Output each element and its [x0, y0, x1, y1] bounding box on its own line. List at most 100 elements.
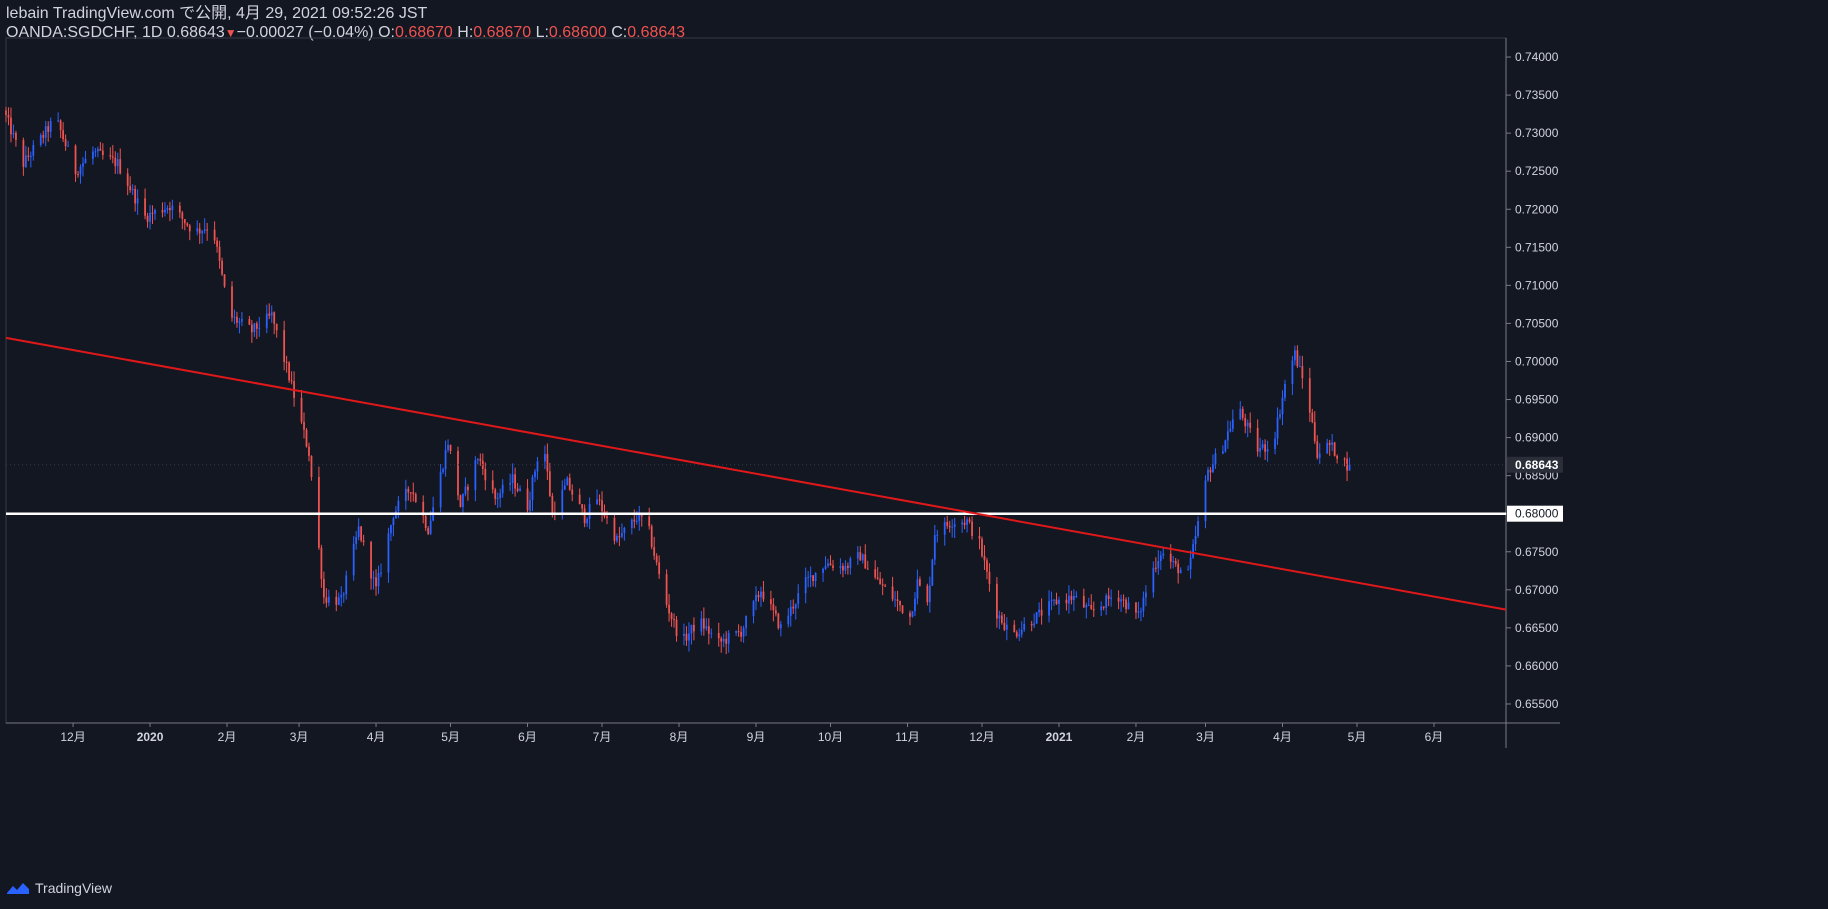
- candle-down: [273, 312, 276, 324]
- candle-up: [12, 132, 15, 135]
- candle-up: [1142, 597, 1145, 612]
- candle-up: [203, 229, 206, 232]
- candle-down: [183, 219, 186, 224]
- time-tick-label: 4月: [367, 730, 386, 744]
- candle-down: [1264, 444, 1266, 452]
- candle-up: [92, 151, 94, 159]
- candle-down: [583, 508, 586, 524]
- candle-down: [181, 212, 184, 220]
- high-value: 0.68670: [473, 24, 532, 41]
- candle-down: [909, 612, 911, 617]
- candle-down: [467, 486, 469, 491]
- price-tick-label: 0.73000: [1515, 126, 1559, 140]
- candle-up: [171, 205, 174, 211]
- candle-up: [57, 120, 60, 122]
- candle-down: [101, 150, 104, 156]
- candle-down: [881, 584, 884, 586]
- candle-up: [1281, 397, 1284, 415]
- price-tick-label: 0.67500: [1515, 545, 1559, 559]
- candle-down: [971, 521, 973, 537]
- candle-down: [978, 536, 981, 539]
- candle-down: [459, 495, 462, 507]
- time-tick-label: 2月: [1127, 730, 1146, 744]
- candle-up: [342, 594, 345, 596]
- candle-down: [144, 198, 146, 216]
- candle-up: [327, 596, 330, 603]
- candle-up: [447, 444, 449, 450]
- candle-up: [1035, 612, 1038, 624]
- candle-up: [196, 228, 199, 232]
- price-tick-label: 0.66500: [1515, 621, 1559, 635]
- candle-down: [568, 477, 571, 490]
- candle-down: [300, 397, 303, 422]
- candle-up: [797, 593, 800, 604]
- candle-up: [727, 632, 730, 644]
- candle-down: [633, 519, 636, 522]
- candle-down: [10, 117, 12, 135]
- candle-down: [919, 579, 921, 586]
- candle-up: [827, 563, 829, 566]
- candle-down: [655, 555, 658, 563]
- candle-up: [476, 459, 479, 461]
- candle-up: [1221, 451, 1224, 454]
- support-price-badge: [1507, 505, 1563, 522]
- candle-up: [933, 535, 936, 560]
- candle-up: [824, 565, 827, 569]
- candle-up: [911, 611, 914, 617]
- candle-up: [1239, 408, 1242, 420]
- time-tick-label: 12月: [969, 730, 994, 744]
- trendline[interactable]: [5, 336, 1507, 611]
- candle-down: [1013, 624, 1016, 633]
- candle-down: [1241, 408, 1244, 418]
- tradingview-logo[interactable]: TradingView: [6, 880, 112, 896]
- candle-up: [1214, 453, 1217, 465]
- candle-up: [1110, 597, 1113, 600]
- candle-down: [673, 619, 675, 621]
- candle-up: [511, 474, 514, 484]
- candle-down: [275, 323, 278, 331]
- candle-down: [77, 174, 79, 176]
- candle-down: [59, 120, 62, 131]
- candle-up: [131, 188, 134, 191]
- candle-up: [499, 493, 502, 498]
- candle-down: [516, 488, 519, 491]
- time-tick-label: 9月: [747, 730, 766, 744]
- candle-down: [375, 577, 377, 587]
- time-tick-label: 10月: [818, 730, 843, 744]
- candle-up: [916, 579, 919, 599]
- candle-up: [931, 559, 934, 586]
- candle-down: [414, 494, 417, 502]
- candle-down: [47, 126, 50, 132]
- candle-up: [233, 316, 236, 318]
- candle-down: [22, 140, 25, 167]
- candle-down: [1125, 599, 1127, 610]
- time-tick-label: 5月: [441, 730, 460, 744]
- candle-up: [1192, 544, 1194, 558]
- candle-up: [238, 321, 241, 323]
- candle-down: [1135, 602, 1137, 613]
- candle-up: [760, 591, 762, 598]
- candle-up: [1197, 521, 1199, 536]
- candle-down: [996, 583, 998, 619]
- candle-down: [876, 577, 879, 579]
- candle-down: [1311, 412, 1314, 423]
- candle-down: [119, 159, 122, 174]
- price-tick-label: 0.72000: [1515, 202, 1559, 216]
- candle-down: [218, 246, 221, 261]
- candle-down: [250, 324, 253, 333]
- candle-down: [1244, 417, 1247, 427]
- candle-down: [725, 638, 728, 644]
- candle-up: [928, 585, 931, 603]
- candle-down: [866, 568, 869, 570]
- time-tick-label: 2021: [1046, 730, 1073, 744]
- candle-down: [231, 286, 233, 318]
- candle-up: [392, 518, 395, 526]
- candle-down: [598, 499, 601, 501]
- tradingview-logo-icon: [7, 883, 29, 894]
- candle-up: [241, 319, 243, 322]
- candle-down: [360, 526, 363, 541]
- candle-up: [462, 494, 464, 507]
- price-tick-label: 0.69500: [1515, 393, 1559, 407]
- candle-up: [96, 148, 99, 152]
